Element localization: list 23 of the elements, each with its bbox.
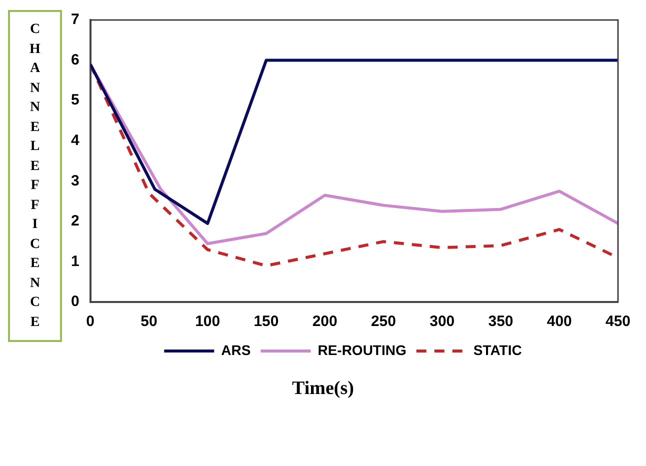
x-tick-label: 250 <box>370 313 396 330</box>
x-tick-label: 400 <box>546 313 572 330</box>
legend-label: ARS <box>221 342 251 358</box>
x-tick-label: 200 <box>312 313 338 330</box>
x-tick-label: 150 <box>254 313 279 330</box>
y-tick-label: 6 <box>71 51 80 68</box>
y-tick-label: 7 <box>71 11 80 28</box>
legend-label: STATIC <box>473 342 522 358</box>
y-tick-label: 4 <box>71 132 80 149</box>
y-tick-label: 0 <box>71 293 80 310</box>
x-tick-label: 50 <box>140 313 158 330</box>
legend-label: RE-ROUTING <box>318 342 406 358</box>
y-tick-label: 1 <box>71 252 80 270</box>
y-tick-label: 5 <box>71 92 80 109</box>
y-tick-label: 2 <box>71 212 80 230</box>
x-tick-label: 350 <box>488 313 514 330</box>
x-tick-label: 100 <box>195 313 220 330</box>
x-axis-title: Time(s) <box>291 378 355 400</box>
text: CHANNELEFFICENCE <box>30 22 40 330</box>
x-tick-label: 450 <box>605 313 631 330</box>
x-tick-label: 0 <box>86 313 95 330</box>
x-tick-label: 300 <box>430 313 455 330</box>
y-tick-label: 3 <box>71 172 80 190</box>
